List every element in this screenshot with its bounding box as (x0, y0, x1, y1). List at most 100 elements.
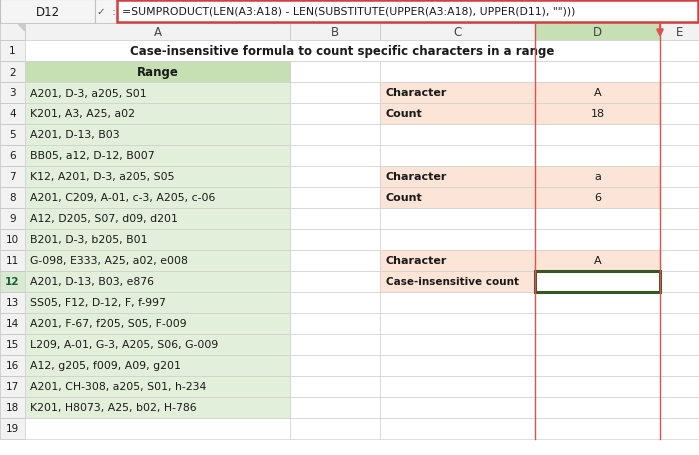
Bar (535, 208, 660, 229)
Bar (25, 313, 290, 334)
Bar (535, 271, 660, 293)
Bar (290, 187, 380, 208)
Bar (0, 62, 25, 83)
Bar (0, 125, 25, 146)
Text: 6: 6 (594, 193, 601, 203)
Bar (660, 271, 699, 293)
Bar (380, 83, 535, 104)
Bar (25, 229, 290, 250)
Bar (25, 125, 290, 146)
Text: 18: 18 (591, 109, 605, 119)
Text: Count: Count (386, 109, 423, 119)
Bar (380, 313, 535, 334)
Bar (25, 187, 290, 208)
Bar (535, 229, 660, 250)
Bar (25, 167, 290, 187)
Bar (660, 187, 699, 208)
Bar (25, 376, 290, 397)
Text: K12, A201, D-3, a205, S05: K12, A201, D-3, a205, S05 (30, 172, 175, 182)
Text: 4: 4 (9, 109, 16, 119)
Text: 18: 18 (6, 403, 19, 413)
Text: A12, g205, f009, A09, g201: A12, g205, f009, A09, g201 (30, 361, 181, 371)
Bar (380, 167, 535, 187)
Bar (290, 208, 380, 229)
Bar (380, 187, 535, 208)
Bar (535, 250, 660, 271)
Bar (380, 293, 535, 313)
Text: Character: Character (386, 256, 447, 266)
Bar (0, 146, 25, 167)
Text: D: D (593, 26, 602, 39)
Bar (380, 125, 535, 146)
Text: 24: 24 (591, 277, 605, 287)
Bar (380, 41, 535, 62)
Bar (660, 125, 699, 146)
Bar (380, 167, 535, 187)
Text: Count: Count (386, 193, 423, 203)
Bar (25, 41, 290, 62)
Bar (25, 376, 290, 397)
Bar (25, 146, 290, 167)
Bar (0, 334, 25, 355)
Text: A201, D-13, B03, e876: A201, D-13, B03, e876 (30, 277, 154, 287)
Bar (25, 355, 290, 376)
Bar (380, 250, 535, 271)
Bar (660, 293, 699, 313)
Text: K201, A3, A25, a02: K201, A3, A25, a02 (30, 109, 135, 119)
Bar (380, 355, 535, 376)
Bar (0, 208, 25, 229)
Bar (535, 104, 660, 125)
Bar (290, 334, 380, 355)
Bar (25, 313, 290, 334)
Bar (380, 334, 535, 355)
Bar (25, 104, 290, 125)
Text: 6: 6 (9, 151, 16, 161)
Text: 3: 3 (9, 88, 16, 98)
Text: 13: 13 (6, 298, 19, 308)
Bar (290, 229, 380, 250)
Bar (0, 355, 25, 376)
Bar (380, 397, 535, 418)
Bar (660, 83, 699, 104)
Bar (25, 208, 290, 229)
Bar (290, 146, 380, 167)
Bar (290, 376, 380, 397)
Text: K201, H8073, A25, b02, H-786: K201, H8073, A25, b02, H-786 (30, 403, 196, 413)
Text: SS05, F12, D-12, F, f-997: SS05, F12, D-12, F, f-997 (30, 298, 166, 308)
Text: ✓  :: ✓ : (96, 7, 115, 17)
Bar (25, 250, 290, 271)
Bar (535, 24, 660, 41)
Bar (290, 293, 380, 313)
Bar (25, 24, 290, 41)
Polygon shape (18, 25, 24, 31)
Bar (25, 62, 290, 83)
Bar (290, 83, 380, 104)
Bar (290, 62, 380, 83)
Bar (660, 24, 699, 41)
Bar (290, 271, 380, 293)
Bar (290, 104, 380, 125)
Bar (290, 397, 380, 418)
Text: A201, D-3, a205, S01: A201, D-3, a205, S01 (30, 88, 147, 98)
Bar (660, 313, 699, 334)
Text: 14: 14 (6, 319, 19, 329)
Bar (0, 167, 25, 187)
Bar (25, 334, 290, 355)
Bar (535, 125, 660, 146)
Bar (380, 271, 535, 293)
Bar (0, 293, 25, 313)
Bar (535, 376, 660, 397)
Text: E: E (676, 26, 683, 39)
Text: A201, CH-308, a205, S01, h-234: A201, CH-308, a205, S01, h-234 (30, 382, 206, 392)
Bar (535, 41, 660, 62)
Bar (290, 167, 380, 187)
Text: 9: 9 (9, 214, 16, 224)
Text: A201, C209, A-01, c-3, A205, c-06: A201, C209, A-01, c-3, A205, c-06 (30, 193, 215, 203)
Text: Character: Character (386, 88, 447, 98)
Bar (380, 208, 535, 229)
Text: Range: Range (136, 66, 178, 79)
Bar (25, 146, 290, 167)
Bar (290, 125, 380, 146)
Text: B201, D-3, b205, B01: B201, D-3, b205, B01 (30, 235, 147, 245)
Bar (380, 104, 535, 125)
